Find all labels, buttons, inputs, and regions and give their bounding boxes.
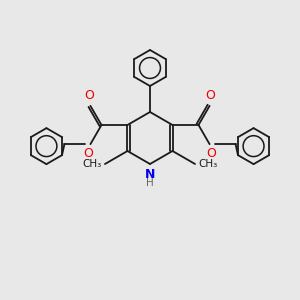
Text: O: O bbox=[83, 147, 93, 160]
Text: CH₃: CH₃ bbox=[198, 159, 217, 169]
Text: CH₃: CH₃ bbox=[83, 159, 102, 169]
Text: O: O bbox=[207, 147, 217, 160]
Text: H: H bbox=[146, 178, 154, 188]
Text: O: O bbox=[85, 89, 94, 102]
Text: O: O bbox=[206, 89, 215, 102]
Text: N: N bbox=[145, 167, 155, 181]
